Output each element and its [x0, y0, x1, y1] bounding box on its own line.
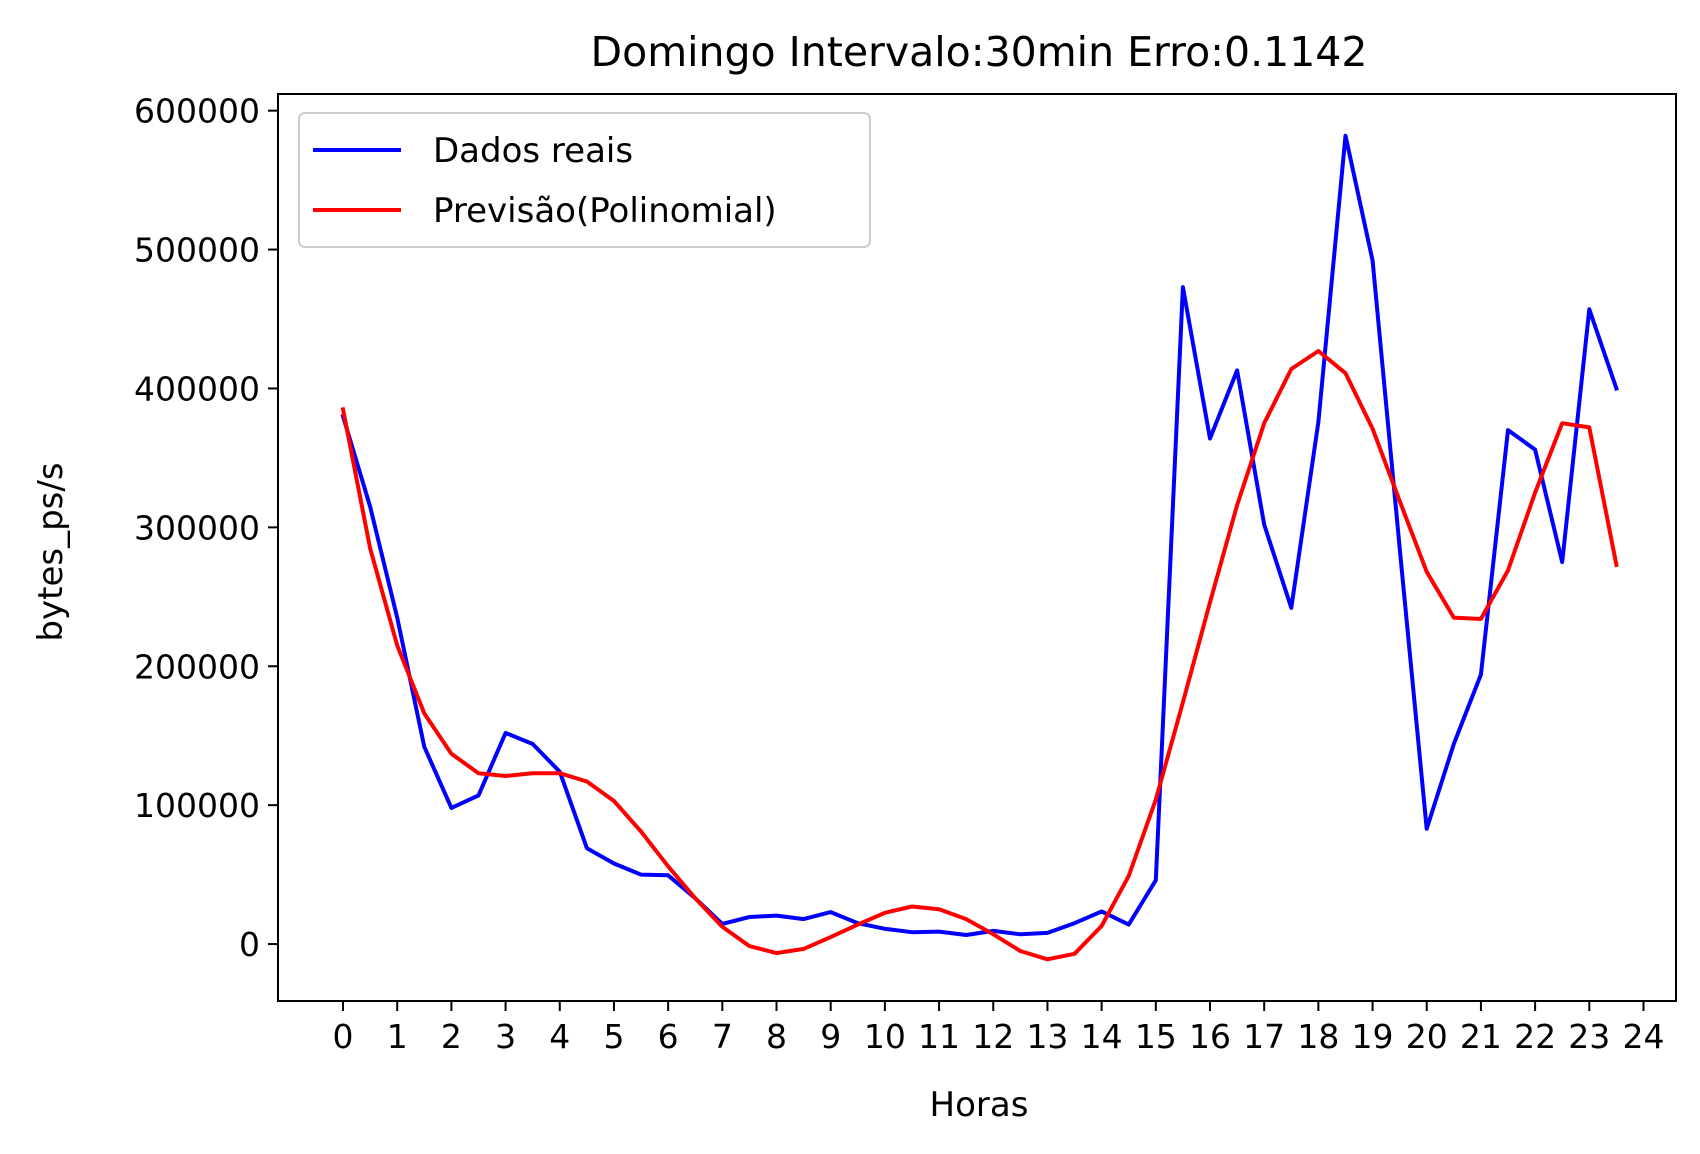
x-tick-label: 14: [1081, 1017, 1123, 1056]
x-tick-label: 13: [1026, 1017, 1068, 1056]
x-tick-label: 1: [387, 1017, 408, 1056]
x-tick-label: 19: [1352, 1017, 1394, 1056]
y-tick-label: 100000: [134, 786, 260, 825]
plot-frame: [277, 93, 1677, 1002]
x-tick-label: 12: [972, 1017, 1014, 1056]
x-tick-label: 18: [1297, 1017, 1339, 1056]
y-axis-label: bytes_ps/s: [31, 462, 71, 641]
x-tick-label: 15: [1135, 1017, 1177, 1056]
x-tick-label: 5: [603, 1017, 624, 1056]
x-tick-label: 4: [549, 1017, 570, 1056]
x-tick-label: 20: [1406, 1017, 1448, 1056]
x-tick-label: 21: [1460, 1017, 1502, 1056]
y-axis: 0 100000 200000 300000 400000 500000 600000: [134, 92, 278, 964]
x-tick-label: 6: [658, 1017, 679, 1056]
x-tick-label: 22: [1514, 1017, 1556, 1056]
x-tick-label: 7: [712, 1017, 733, 1056]
series-line-dados-reais: [340, 133, 1619, 937]
x-tick-label: 17: [1243, 1017, 1285, 1056]
legend-entry: Previsão(Polinomial): [433, 191, 777, 231]
legend: Dados reais Previsão(Polinomial): [298, 112, 871, 248]
series-line-previsao-polinomial: [340, 349, 1619, 962]
x-tick-label: 11: [918, 1017, 960, 1056]
y-tick-label: 600000: [134, 92, 260, 131]
y-tick-label: 300000: [134, 508, 260, 547]
legend-box: [298, 112, 871, 248]
x-tick-label: 24: [1622, 1017, 1664, 1056]
chart-title: Domingo Intervalo:30min Erro:0.1142: [591, 28, 1368, 76]
plot-area: [277, 93, 1677, 1002]
y-tick-label: 200000: [134, 647, 260, 686]
x-axis: 0 1 2 3 4 5 6 7 8 9 10 11 12 13 14 15 16 17 18 19 20 21 22 23 24: [333, 1001, 1664, 1056]
y-tick-label: 500000: [134, 231, 260, 270]
x-tick-label: 8: [766, 1017, 787, 1056]
x-tick-label: 3: [495, 1017, 516, 1056]
x-tick-label: 23: [1568, 1017, 1610, 1056]
series-group: [340, 133, 1619, 962]
y-tick-label: 400000: [134, 369, 260, 408]
x-tick-label: 10: [864, 1017, 906, 1056]
x-tick-label: 0: [333, 1017, 354, 1056]
x-axis-label: Horas: [930, 1085, 1029, 1125]
x-tick-label: 9: [820, 1017, 841, 1056]
x-tick-label: 2: [441, 1017, 462, 1056]
legend-entry: Dados reais: [433, 131, 633, 171]
x-tick-label: 16: [1189, 1017, 1231, 1056]
y-tick-label: 0: [239, 925, 260, 964]
